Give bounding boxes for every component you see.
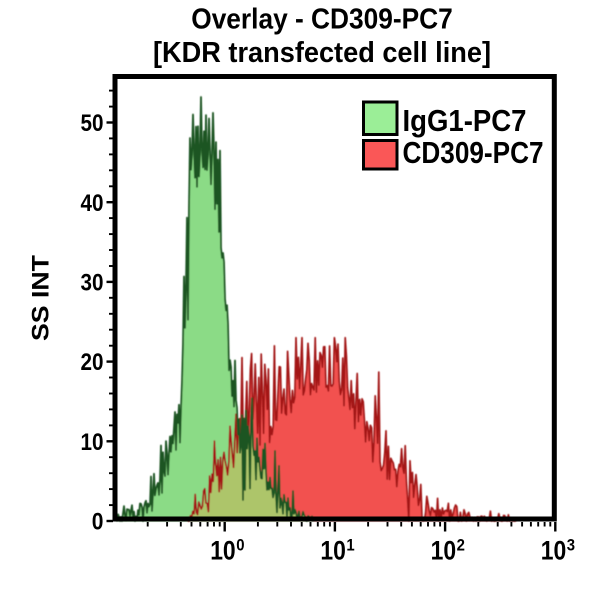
svg-text:CD309-PC7: CD309-PC7 — [403, 135, 544, 170]
svg-text:0: 0 — [236, 537, 244, 555]
svg-text:[KDR transfected cell line]: [KDR transfected cell line] — [153, 37, 491, 69]
svg-text:10: 10 — [210, 536, 236, 566]
svg-text:30: 30 — [81, 270, 104, 297]
svg-text:SS INT: SS INT — [28, 255, 55, 341]
svg-text:IgG1-PC7: IgG1-PC7 — [403, 103, 527, 138]
svg-text:10: 10 — [320, 536, 346, 566]
svg-text:50: 50 — [81, 110, 104, 137]
svg-text:20: 20 — [81, 349, 104, 376]
svg-text:10: 10 — [431, 536, 457, 566]
svg-text:10: 10 — [541, 536, 567, 566]
svg-text:2: 2 — [457, 537, 465, 555]
svg-text:3: 3 — [567, 537, 575, 555]
svg-text:0: 0 — [92, 509, 104, 536]
svg-text:10: 10 — [81, 429, 104, 456]
svg-text:Overlay - CD309-PC7: Overlay - CD309-PC7 — [191, 4, 453, 36]
svg-text:40: 40 — [81, 190, 104, 217]
svg-text:1: 1 — [346, 537, 354, 555]
